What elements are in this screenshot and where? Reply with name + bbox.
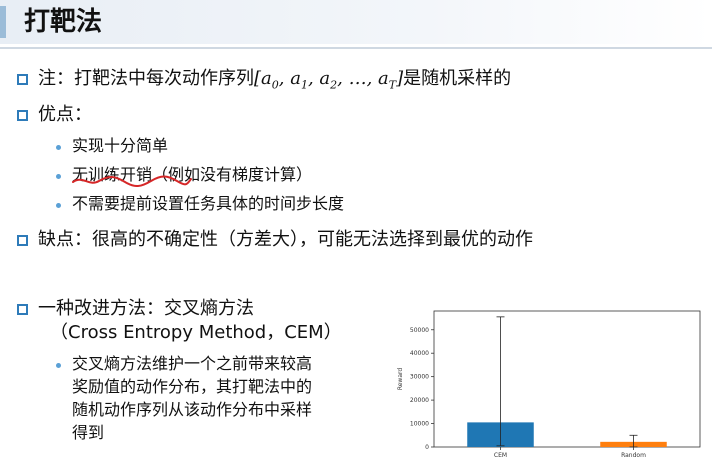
action-sequence: [a0, a1, a2, …, aT] <box>254 68 404 92</box>
improve-desc-2: 奖励值的动作分布，其打靶法中的 <box>72 377 313 396</box>
square-bullet-icon <box>17 304 28 315</box>
y-tick-label: 40000 <box>410 350 429 357</box>
y-tick-label: 50000 <box>410 327 429 334</box>
y-tick-label: 20000 <box>410 397 429 404</box>
pros-item-3: 不需要提前设置任务具体的时间步长度 <box>72 194 345 213</box>
x-tick-label: Random <box>621 452 646 459</box>
plot-frame <box>433 310 701 448</box>
x-tick-label: CEM <box>494 452 507 459</box>
dot-bullet-icon <box>56 363 61 368</box>
improve-line-2: （Cross Entropy Method，CEM） <box>50 322 342 343</box>
pros-heading: 优点： <box>38 104 92 125</box>
y-tick-label: 0 <box>425 444 429 451</box>
improve-desc-4: 得到 <box>72 423 105 442</box>
dot-bullet-icon <box>56 174 61 179</box>
dot-bullet-icon <box>56 203 61 208</box>
reward-bar-chart: 0 10000 20000 30000 40000 50000 Reward CEM Rando… <box>394 305 706 459</box>
square-bullet-icon <box>17 110 28 121</box>
note-prefix: 注：打靶法中每次动作序列 <box>38 68 254 89</box>
title-divider <box>0 47 712 49</box>
pros-item-2-note: （例如没有梯度计算） <box>152 165 313 184</box>
pros-item-2-main: 无训练开销 <box>72 165 153 184</box>
improve-line-1: 一种改进方法：交叉熵方法 <box>38 298 254 319</box>
y-tick-label: 30000 <box>410 374 429 381</box>
title-accent-bar <box>0 6 6 38</box>
y-tick-label: 10000 <box>410 421 429 428</box>
title-bar <box>0 0 712 44</box>
square-bullet-icon <box>17 74 28 85</box>
square-bullet-icon <box>17 235 28 246</box>
y-axis-label: Reward <box>397 368 404 391</box>
dot-bullet-icon <box>56 145 61 150</box>
improve-desc-3: 随机动作序列从该动作分布中采样 <box>72 400 313 419</box>
note-suffix: 是随机采样的 <box>403 68 512 89</box>
note-line: 注：打靶法中每次动作序列[a0, a1, a2, …, aT]是随机采样的 <box>38 67 511 98</box>
red-underline-annotation <box>72 175 192 187</box>
pros-item-1: 实现十分简单 <box>72 136 169 155</box>
improve-desc-1: 交叉熵方法维护一个之前带来较高 <box>72 354 313 373</box>
cons-line: 缺点：很高的不确定性（方差大），可能无法选择到最优的动作 <box>38 229 533 250</box>
pros-item-2: 无训练开销（例如没有梯度计算） <box>72 164 312 186</box>
slide-title: 打靶法 <box>24 7 103 37</box>
